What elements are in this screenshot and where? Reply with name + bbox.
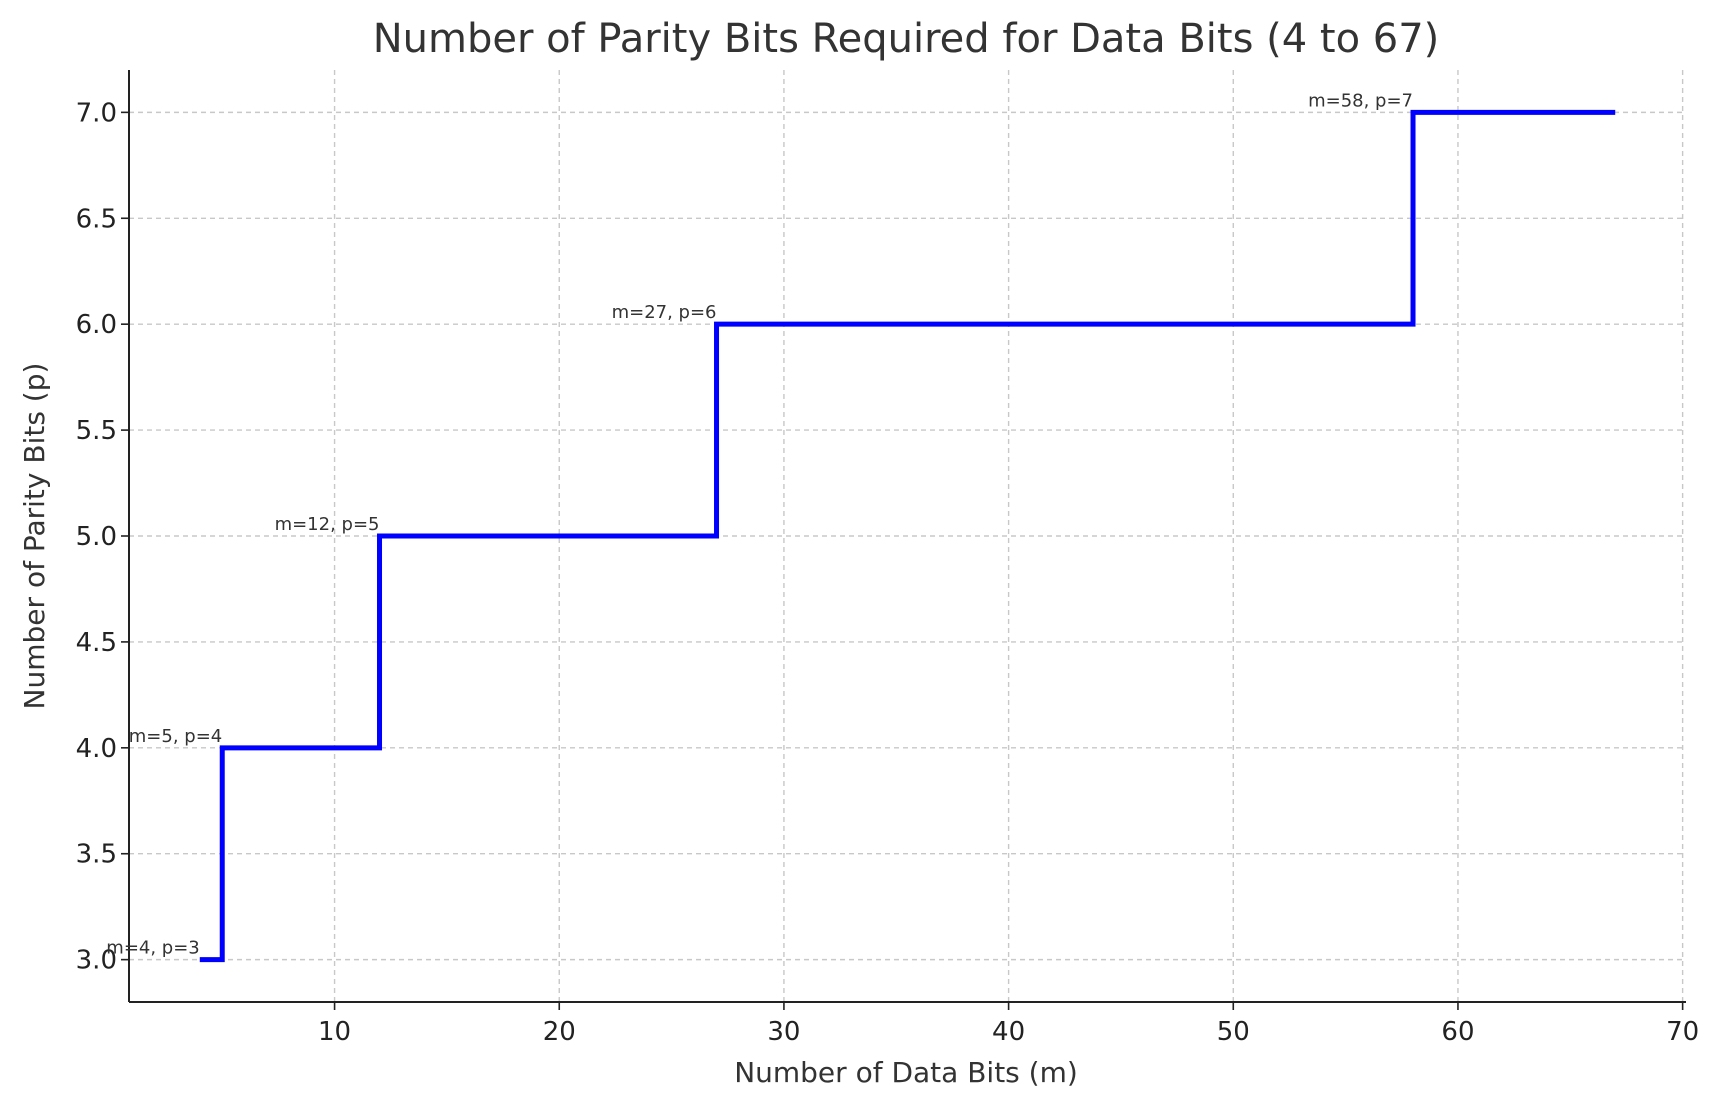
y-tick-label-6: 6.0 (76, 310, 117, 340)
x-tick-label-5: 60 (1441, 1017, 1474, 1047)
annotation-1: m=5, p=4 (129, 726, 222, 747)
annotation-4: m=58, p=7 (1308, 90, 1413, 111)
x-tick-label-1: 20 (543, 1017, 576, 1047)
y-tick-label-2: 4.0 (76, 734, 117, 764)
annotation-3: m=27, p=6 (612, 302, 717, 323)
x-tick-label-2: 30 (767, 1017, 800, 1047)
y-tick-label-4: 5.0 (76, 522, 117, 552)
y-tick-label-1: 3.5 (76, 840, 117, 870)
x-tick-label-6: 70 (1666, 1017, 1699, 1047)
y-tick-label-5: 5.5 (76, 416, 117, 446)
chart-title: Number of Parity Bits Required for Data … (373, 16, 1440, 62)
axes: 10 20 30 40 50 60 70 3.0 3.5 4.0 4.5 5.0 5.5 6.0 6.5 7.… (76, 70, 1699, 1047)
annotation-0: m=4, p=3 (106, 938, 199, 959)
x-tick-label-0: 10 (318, 1017, 351, 1047)
series-line-0 (199, 109, 1616, 963)
y-tick-label-8: 7.0 (76, 98, 117, 128)
x-axis-label: Number of Data Bits (m) (734, 1056, 1078, 1089)
y-tick-label-3: 4.5 (76, 628, 117, 658)
y-tick-label-7: 6.5 (76, 204, 117, 234)
x-tick-label-4: 50 (1217, 1017, 1250, 1047)
annotation-2: m=12, p=5 (275, 514, 380, 535)
y-axis-label: Number of Parity Bits (p) (18, 363, 51, 710)
series-layer (199, 109, 1616, 963)
y-tick-label-0: 3.0 (76, 946, 117, 976)
annotations: m=4, p=3 m=5, p=4 m=12, p=5 m=27, p=6 m=58, … (106, 90, 1413, 958)
x-tick-label-3: 40 (992, 1017, 1025, 1047)
